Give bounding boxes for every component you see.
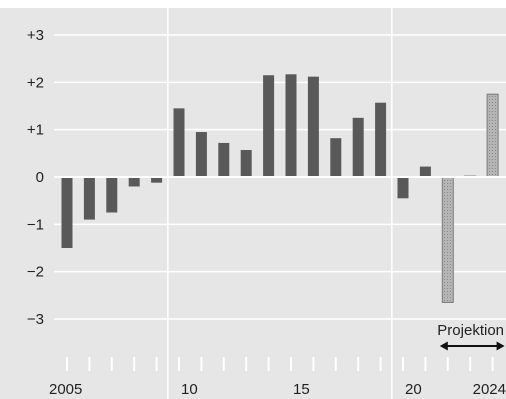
y-tick-label: −3 bbox=[27, 311, 44, 328]
bar bbox=[307, 76, 319, 177]
bar bbox=[352, 117, 364, 177]
bar bbox=[397, 177, 409, 199]
bar bbox=[106, 177, 118, 213]
x-tick-label: 20 bbox=[405, 381, 422, 398]
bar bbox=[240, 150, 252, 177]
projection-label: Projektion bbox=[437, 322, 504, 339]
y-tick-label: 0 bbox=[36, 169, 44, 186]
y-tick-label: +3 bbox=[27, 27, 44, 44]
bar bbox=[83, 177, 95, 220]
bar bbox=[151, 177, 163, 183]
x-tick-label: 10 bbox=[181, 381, 198, 398]
labels: +3 +2 +1 0 −1 −2 −3 2005 10 15 20 2024 Projektion bbox=[27, 27, 506, 398]
bar bbox=[128, 177, 140, 187]
projection-bar bbox=[441, 176, 454, 303]
plot-background bbox=[0, 8, 506, 399]
bar bbox=[285, 74, 297, 177]
y-tick-label: +1 bbox=[27, 122, 44, 139]
projection-bar bbox=[486, 93, 499, 178]
bar bbox=[173, 108, 185, 177]
x-tick-label: 2005 bbox=[49, 381, 82, 398]
bar bbox=[419, 166, 431, 177]
bar bbox=[330, 138, 342, 177]
projection-arrow-right-head bbox=[496, 341, 505, 351]
bars bbox=[61, 74, 499, 303]
y-tick-label: −1 bbox=[27, 216, 44, 233]
axes bbox=[54, 176, 506, 371]
bar bbox=[195, 132, 207, 177]
x-tick-label: 15 bbox=[293, 381, 310, 398]
y-tick-label: +2 bbox=[27, 74, 44, 91]
bar bbox=[375, 102, 387, 177]
y-tick-label: −2 bbox=[27, 264, 44, 281]
bar bbox=[218, 142, 230, 177]
bar bbox=[263, 75, 275, 177]
bar bbox=[61, 177, 73, 248]
gridlines bbox=[54, 8, 506, 399]
x-tick-label: 2024 bbox=[473, 381, 506, 398]
projection-arrow-left-head bbox=[439, 341, 448, 351]
